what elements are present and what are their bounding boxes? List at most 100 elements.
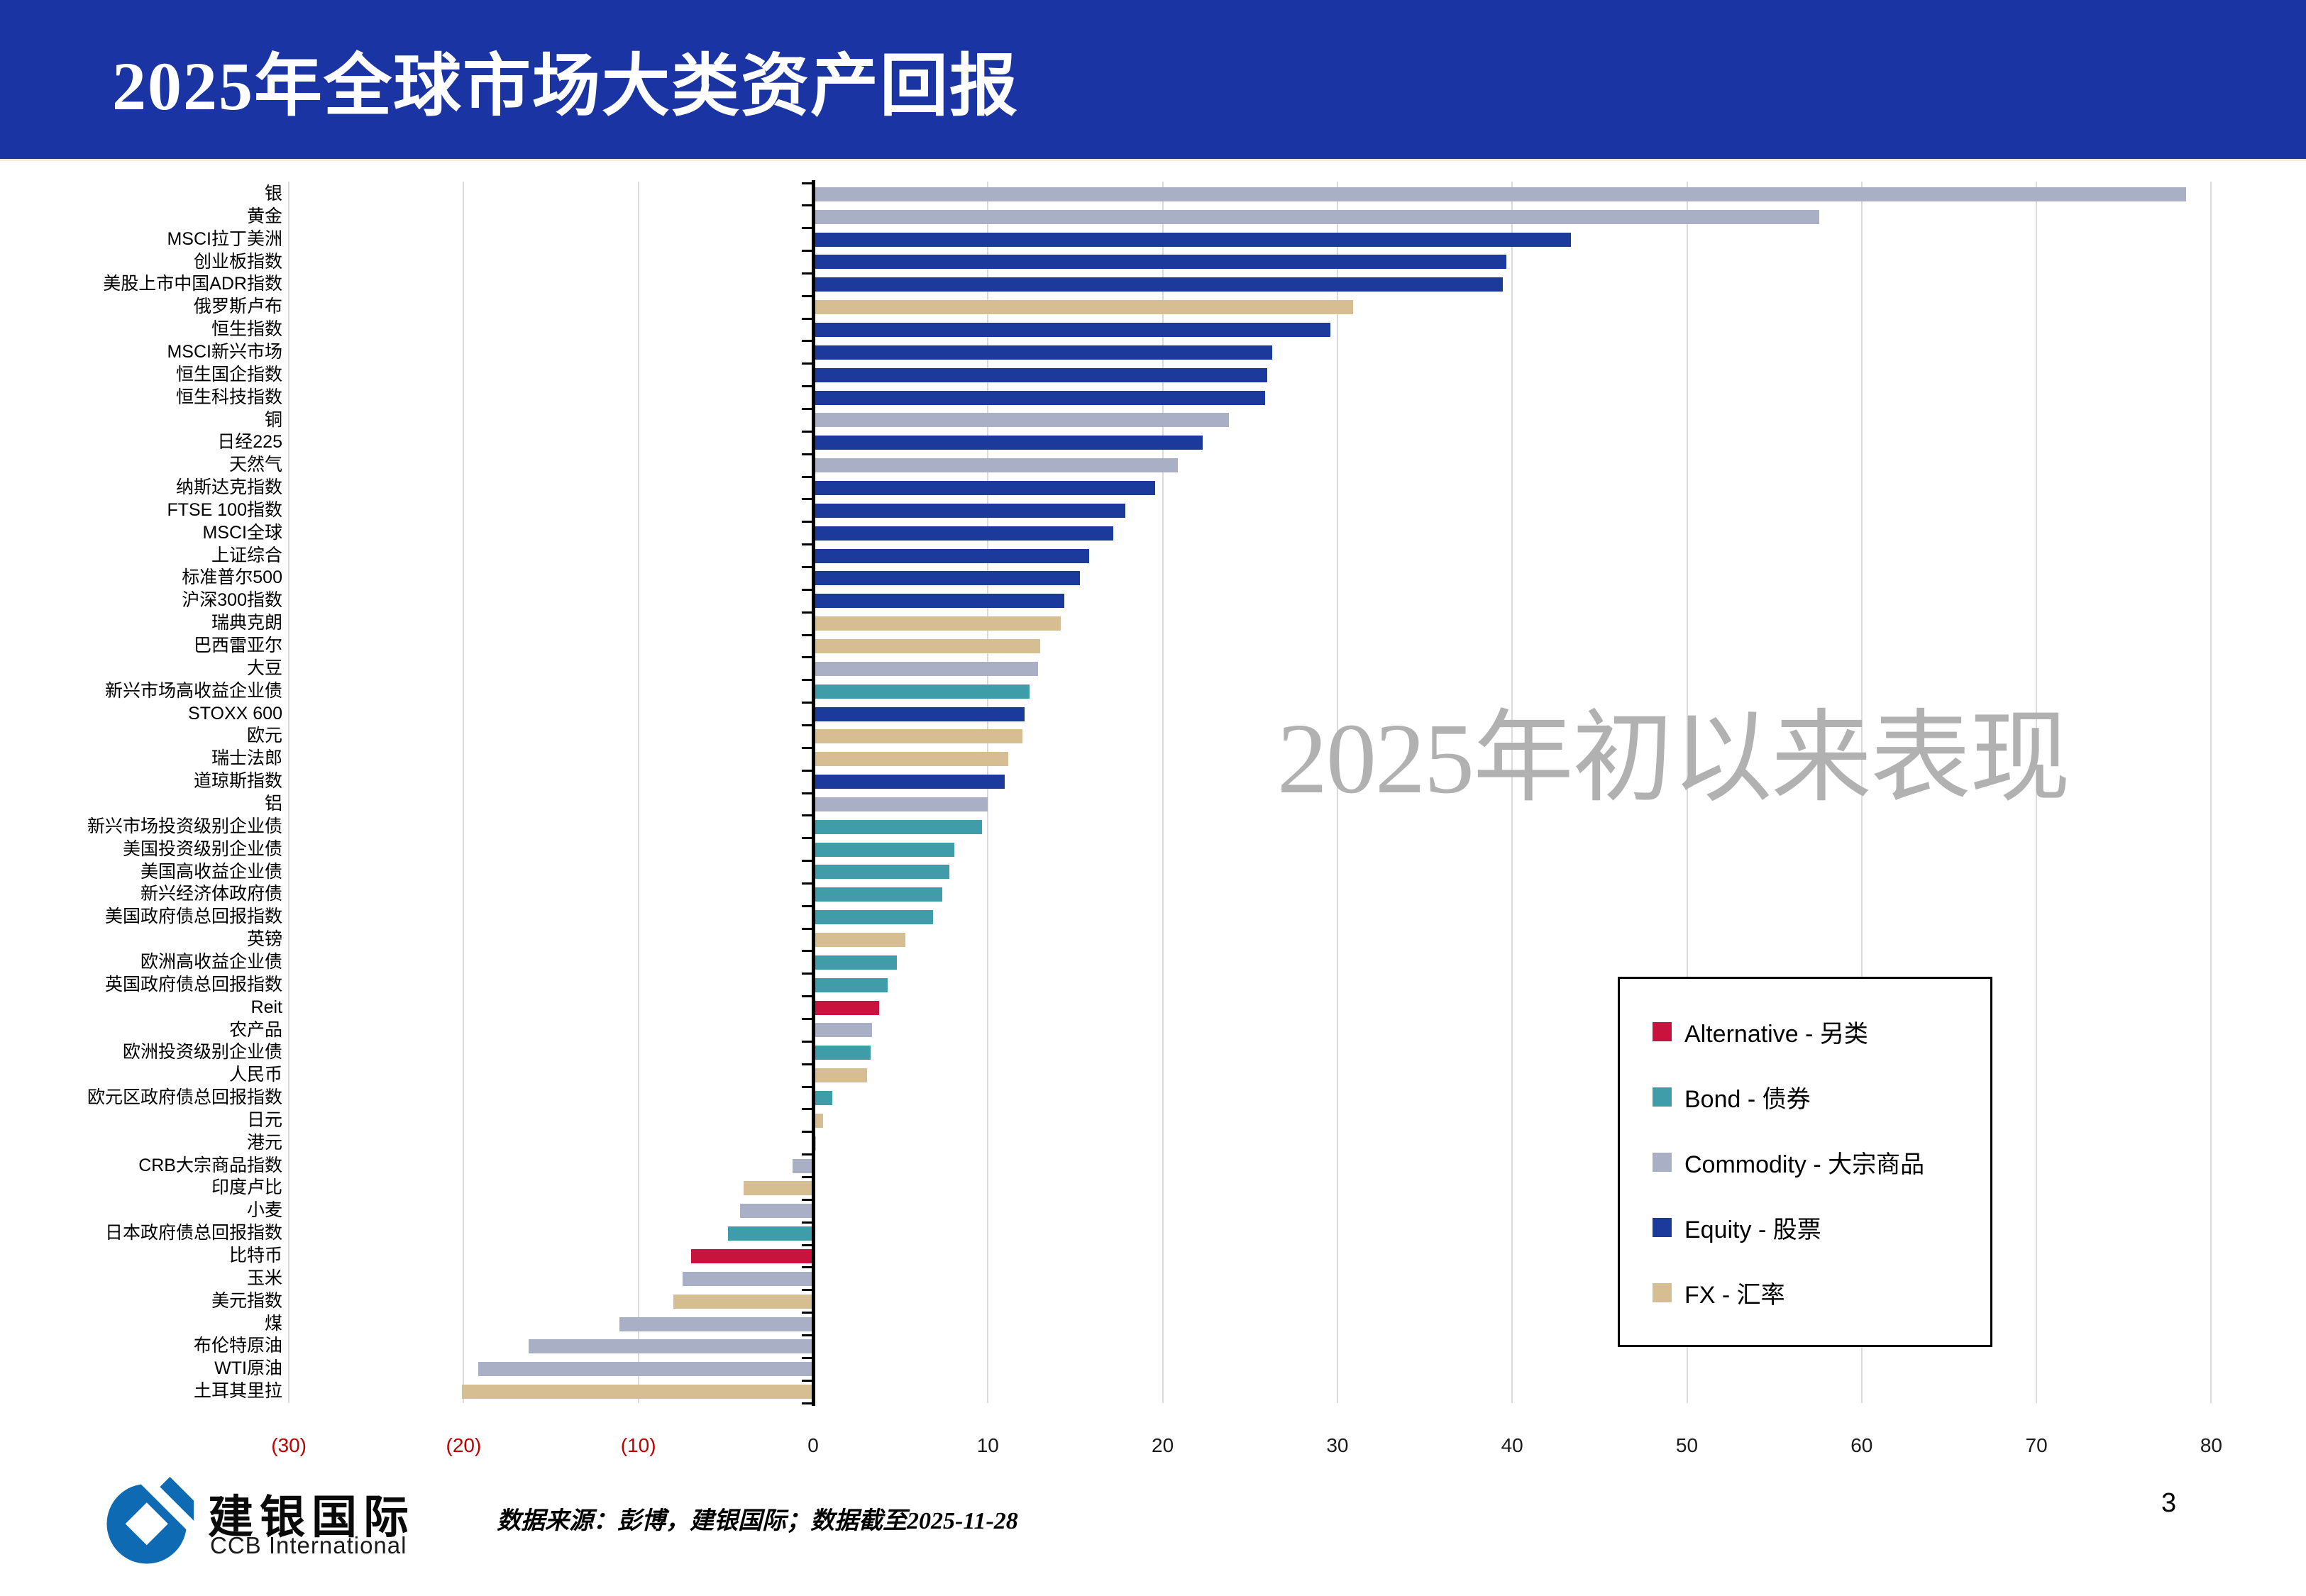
category-label: 恒生国企指数 bbox=[175, 364, 282, 384]
category-label: MSCI新兴市场 bbox=[167, 341, 282, 362]
bar-巴西雷亚尔 bbox=[815, 638, 1040, 653]
category-label: CRB大宗商品指数 bbox=[138, 1155, 282, 1175]
gridline-70 bbox=[2036, 182, 2038, 1403]
bar-美国政府债总回报指数 bbox=[815, 910, 934, 925]
axis-tick bbox=[802, 702, 812, 704]
category-label: 英镑 bbox=[246, 929, 282, 950]
bar-欧元 bbox=[815, 729, 1023, 744]
bar-铜 bbox=[815, 413, 1229, 428]
bar-土耳其里拉 bbox=[462, 1385, 812, 1400]
bar-英国政府债总回报指数 bbox=[815, 977, 888, 992]
axis-tick bbox=[802, 543, 812, 546]
bar-新兴经济体政府债 bbox=[815, 887, 942, 902]
gridline-10 bbox=[987, 182, 989, 1403]
category-label: STOXX 600 bbox=[188, 703, 282, 724]
legend-swatch-bond bbox=[1653, 1087, 1672, 1107]
legend-item-commodity: Commodity - 大宗商品 bbox=[1653, 1145, 1990, 1180]
axis-tick bbox=[802, 250, 812, 253]
axis-tick bbox=[802, 882, 812, 885]
bar-铝 bbox=[815, 797, 988, 811]
axis-tick bbox=[802, 182, 812, 184]
axis-tick bbox=[802, 340, 812, 343]
category-label: 港元 bbox=[246, 1132, 282, 1153]
axis-tick bbox=[802, 1266, 812, 1269]
category-label: 新兴市场投资级别企业债 bbox=[87, 816, 282, 836]
axis-tick bbox=[802, 475, 812, 478]
category-label: 瑞典克朗 bbox=[211, 613, 282, 633]
bar-WTI原油 bbox=[478, 1362, 812, 1377]
x-axis-label: 50 bbox=[1675, 1434, 1699, 1456]
bar-美元指数 bbox=[673, 1294, 812, 1309]
bar-恒生科技指数 bbox=[815, 390, 1266, 405]
axis-tick bbox=[802, 1221, 812, 1224]
legend-label-alternative: Alternative - 另类 bbox=[1684, 1020, 1868, 1048]
bar-英镑 bbox=[815, 933, 906, 948]
legend-label-equity: Equity - 股票 bbox=[1684, 1216, 1821, 1243]
gridline-60 bbox=[1860, 182, 1863, 1403]
data-source-note: 数据来源：彭博，建银国际；数据截至2025-11-28 bbox=[497, 1508, 1018, 1534]
bar-道琼斯指数 bbox=[815, 775, 1005, 789]
chart-legend: Alternative - 另类 Bond - 债券 Commodity - 大宗商… bbox=[1618, 977, 1992, 1347]
axis-tick bbox=[802, 1063, 812, 1065]
bar-玉米 bbox=[682, 1271, 812, 1286]
axis-tick bbox=[802, 837, 812, 840]
axis-tick bbox=[802, 408, 812, 411]
axis-tick bbox=[802, 679, 812, 682]
bar-日经225 bbox=[815, 436, 1203, 450]
bar-MSCI全球 bbox=[815, 526, 1114, 541]
category-label: 创业板指数 bbox=[193, 251, 282, 272]
category-label: Reit bbox=[250, 997, 282, 1017]
category-label: 沪深300指数 bbox=[182, 590, 282, 611]
bar-CRB大宗商品指数 bbox=[792, 1158, 812, 1173]
axis-tick bbox=[802, 1131, 812, 1134]
axis-tick bbox=[802, 521, 812, 523]
bar-FTSE 100指数 bbox=[815, 503, 1126, 518]
bar-欧洲高收益企业债 bbox=[815, 955, 897, 970]
axis-tick bbox=[802, 792, 812, 794]
bar-银 bbox=[815, 187, 2187, 201]
bar-美股上市中国ADR指数 bbox=[815, 277, 1504, 292]
axis-tick bbox=[802, 950, 812, 953]
gridline--20 bbox=[463, 182, 465, 1403]
category-label: 纳斯达克指数 bbox=[175, 477, 282, 498]
axis-tick bbox=[802, 362, 812, 365]
axis-tick bbox=[802, 498, 812, 501]
category-label: 巴西雷亚尔 bbox=[193, 636, 282, 656]
x-axis-label: (10) bbox=[620, 1434, 656, 1456]
category-label: 欧元区政府债总回报指数 bbox=[87, 1087, 282, 1108]
legend-swatch-alternative bbox=[1653, 1021, 1672, 1041]
bar-MSCI拉丁美洲 bbox=[815, 232, 1572, 247]
bar-日元 bbox=[815, 1113, 824, 1128]
axis-tick bbox=[802, 769, 812, 772]
category-label: 美股上市中国ADR指数 bbox=[103, 274, 282, 294]
bar-上证综合 bbox=[815, 548, 1089, 563]
axis-tick bbox=[802, 1379, 812, 1382]
category-label: 标准普尔500 bbox=[182, 567, 282, 588]
category-label: 道琼斯指数 bbox=[193, 771, 282, 792]
category-label: WTI原油 bbox=[214, 1358, 282, 1379]
header-banner: 2025年全球市场大类资产回报 bbox=[0, 0, 2306, 161]
x-axis-label: 10 bbox=[976, 1434, 999, 1456]
category-label: 欧元 bbox=[246, 726, 282, 746]
category-label: FTSE 100指数 bbox=[167, 499, 282, 520]
axis-tick bbox=[802, 814, 812, 817]
axis-tick bbox=[802, 588, 812, 591]
axis-tick bbox=[802, 1356, 812, 1359]
category-label: 新兴经济体政府债 bbox=[140, 884, 282, 904]
x-axis-label: 40 bbox=[1501, 1434, 1523, 1456]
x-axis-label: 0 bbox=[807, 1434, 819, 1456]
axis-tick bbox=[802, 272, 812, 275]
category-label: 黄金 bbox=[246, 206, 282, 226]
bar-日本政府债总回报指数 bbox=[727, 1226, 812, 1241]
category-label: 瑞士法郎 bbox=[211, 748, 282, 769]
category-label: MSCI拉丁美洲 bbox=[167, 228, 282, 249]
ccb-logo-icon bbox=[106, 1477, 194, 1564]
bar-瑞典克朗 bbox=[815, 616, 1061, 631]
legend-label-commodity: Commodity - 大宗商品 bbox=[1684, 1151, 1925, 1178]
axis-tick bbox=[802, 724, 812, 726]
bar-印度卢比 bbox=[743, 1181, 812, 1196]
bar-小麦 bbox=[740, 1204, 812, 1219]
axis-tick bbox=[802, 1040, 812, 1043]
y-axis-line bbox=[811, 180, 815, 1406]
